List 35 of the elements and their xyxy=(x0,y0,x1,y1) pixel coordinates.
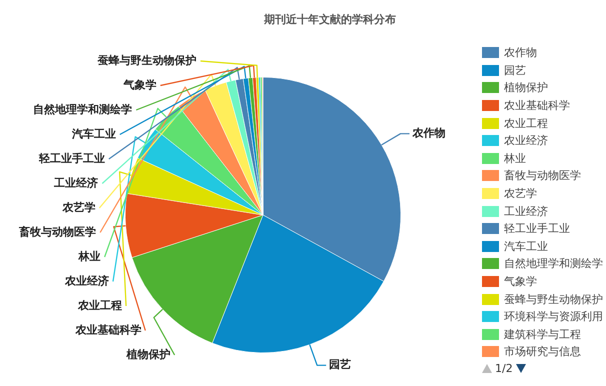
slice-label: 畜牧与动物医学 xyxy=(18,225,96,238)
slice-label: 蚕蜂与野生动物保护 xyxy=(96,54,196,67)
legend-label: 轻工业手工业 xyxy=(504,221,570,236)
legend-label: 自然地理学和测绘学 xyxy=(504,256,603,272)
legend-label: 气象学 xyxy=(504,274,537,290)
slice-label: 林业 xyxy=(78,250,101,263)
legend-label: 农艺学 xyxy=(504,186,537,202)
text: 1/2 xyxy=(495,362,513,375)
legend-label: 市场研究与信息 xyxy=(504,344,581,360)
slice-label: 汽车工业 xyxy=(70,127,116,140)
slice-label: 农业基础科学 xyxy=(74,323,142,336)
slice-label: 自然地理学和测绘学 xyxy=(33,102,132,116)
slice-label: 工业经济 xyxy=(53,176,98,190)
legend-label: 畜牧与动物医学 xyxy=(504,168,581,184)
legend-label: 林业 xyxy=(504,150,526,166)
slice-label: 农业经济 xyxy=(64,274,109,288)
legend-label: 农业工程 xyxy=(504,116,548,131)
legend-label: 环境科学与资源利用 xyxy=(504,309,603,324)
slice-label: 农作物 xyxy=(412,126,446,140)
slice-label: 园艺 xyxy=(329,358,352,372)
slice-label: 植物保护 xyxy=(126,348,171,361)
legend-label: 园艺 xyxy=(504,62,526,78)
slice-label: 轻工业手工业 xyxy=(38,152,105,165)
slice-label: 气象学 xyxy=(122,78,156,92)
legend-label: 农业基础科学 xyxy=(504,98,570,114)
legend-label: 汽车工业 xyxy=(504,238,548,254)
legend-label: 农业经济 xyxy=(504,133,548,148)
slice-label: 农业工程 xyxy=(77,298,122,312)
chart-title: 期刊近十年文献的学科分布 xyxy=(263,12,396,26)
legend-label: 农作物 xyxy=(504,45,537,60)
legend-label: 工业经济 xyxy=(504,204,548,219)
slice-label: 农艺学 xyxy=(61,200,96,214)
legend-label: 建筑科学与工程 xyxy=(504,326,581,342)
legend-label: 植物保护 xyxy=(504,80,548,96)
legend-label: 蚕蜂与野生动物保护 xyxy=(504,292,603,307)
